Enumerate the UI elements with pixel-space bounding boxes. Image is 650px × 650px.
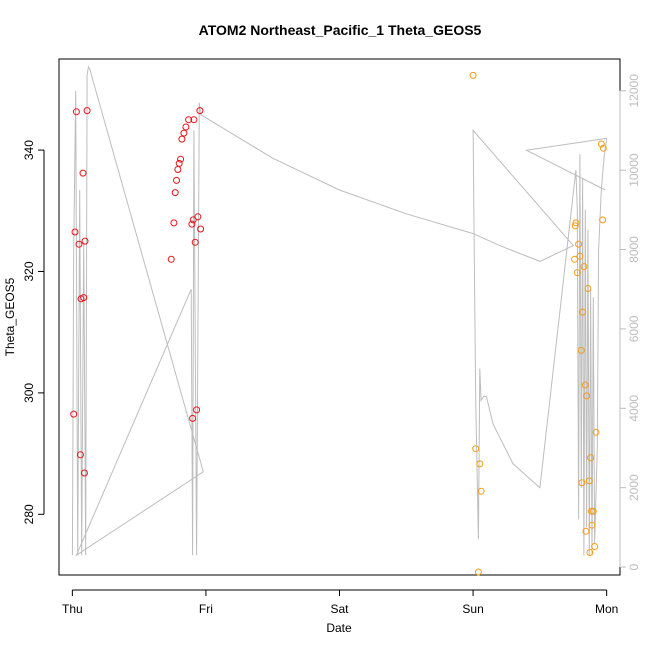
orange-point [572, 219, 580, 227]
altitude-line-layer [71, 65, 608, 557]
y-tick-label: 320 [22, 261, 36, 281]
orange-point [576, 252, 584, 260]
orange-point [589, 507, 597, 515]
orange-point [579, 308, 587, 316]
x-tick-label: Thu [62, 602, 83, 616]
orange-point [578, 479, 586, 487]
red-point [79, 169, 87, 177]
x-axis-label: Date [326, 621, 352, 635]
red-point [70, 410, 78, 418]
orange-point [472, 445, 480, 453]
orange-point [581, 381, 589, 389]
y-tick-label: 280 [22, 504, 36, 524]
red-point [196, 107, 204, 115]
red-point [193, 406, 201, 414]
orange-point [577, 346, 585, 354]
orange-point [584, 285, 592, 292]
red-point [76, 451, 84, 459]
red-point [174, 166, 182, 173]
x-tick-label: Mon [595, 602, 618, 616]
orange-point [592, 428, 600, 436]
x-tick-label: Sat [330, 602, 349, 616]
red-point [171, 189, 179, 197]
x-tick-label: Sun [462, 602, 483, 616]
y-axis: 280 300 320 340 [22, 140, 45, 524]
orange-point [597, 140, 605, 148]
y-tick-label: 300 [22, 383, 36, 403]
orange-point [599, 144, 607, 152]
red-point [80, 469, 88, 477]
red-point [191, 238, 199, 246]
red-point [178, 135, 186, 143]
y2-tick-label: 4000 [627, 395, 641, 422]
orange-point [583, 392, 591, 400]
orange-point [585, 477, 593, 485]
red-point [177, 155, 185, 163]
orange-point [573, 269, 581, 277]
red-point [167, 255, 175, 263]
orange-point [582, 527, 590, 535]
orange-point [575, 240, 583, 248]
orange-point [588, 521, 596, 529]
red-point [175, 159, 183, 167]
altitude-line [71, 65, 608, 557]
red-point [81, 237, 89, 245]
x-axis: Thu Fri Sat Sun Mon [62, 589, 618, 616]
orange-point [587, 507, 595, 515]
y2-tick-label: 12000 [627, 74, 641, 108]
orange-point [599, 216, 607, 224]
red-point [194, 213, 202, 221]
red-point [197, 225, 205, 233]
y2-tick-label: 6000 [627, 315, 641, 342]
red-point [180, 129, 188, 137]
red-point [190, 116, 198, 124]
red-point [170, 219, 178, 227]
red-point [185, 116, 193, 124]
orange-point [587, 454, 595, 462]
red-point [72, 108, 80, 116]
orange-point [591, 543, 599, 550]
orange-point [474, 568, 482, 576]
chart-title: ATOM2 Northeast_Pacific_1 Theta_GEOS5 [199, 22, 482, 38]
orange-point [580, 263, 588, 271]
red-point [71, 228, 79, 236]
red-point [75, 240, 83, 248]
red-point [189, 216, 197, 224]
orange-point [477, 487, 485, 495]
y2-tick-label: 8000 [627, 236, 641, 263]
y2-axis: 0 2000 4000 6000 8000 10000 12000 [619, 74, 641, 570]
y2-tick-label: 2000 [627, 474, 641, 501]
red-point [189, 414, 197, 422]
red-point [80, 294, 88, 302]
y-axis-label: Theta_GEOS5 [3, 277, 17, 356]
points-layer [70, 71, 607, 576]
red-point [182, 123, 190, 131]
orange-point [586, 549, 594, 556]
orange-point [469, 71, 477, 79]
red-point [83, 107, 91, 115]
orange-point [571, 222, 579, 230]
x-tick-label: Fri [199, 602, 213, 616]
y2-tick-label: 10000 [627, 153, 641, 187]
orange-point [571, 255, 579, 263]
plot-box [58, 58, 621, 576]
y2-tick-label: 0 [627, 563, 641, 570]
red-point [173, 176, 180, 184]
orange-point [476, 460, 484, 468]
y-tick-label: 340 [22, 140, 36, 160]
red-point [188, 220, 196, 228]
